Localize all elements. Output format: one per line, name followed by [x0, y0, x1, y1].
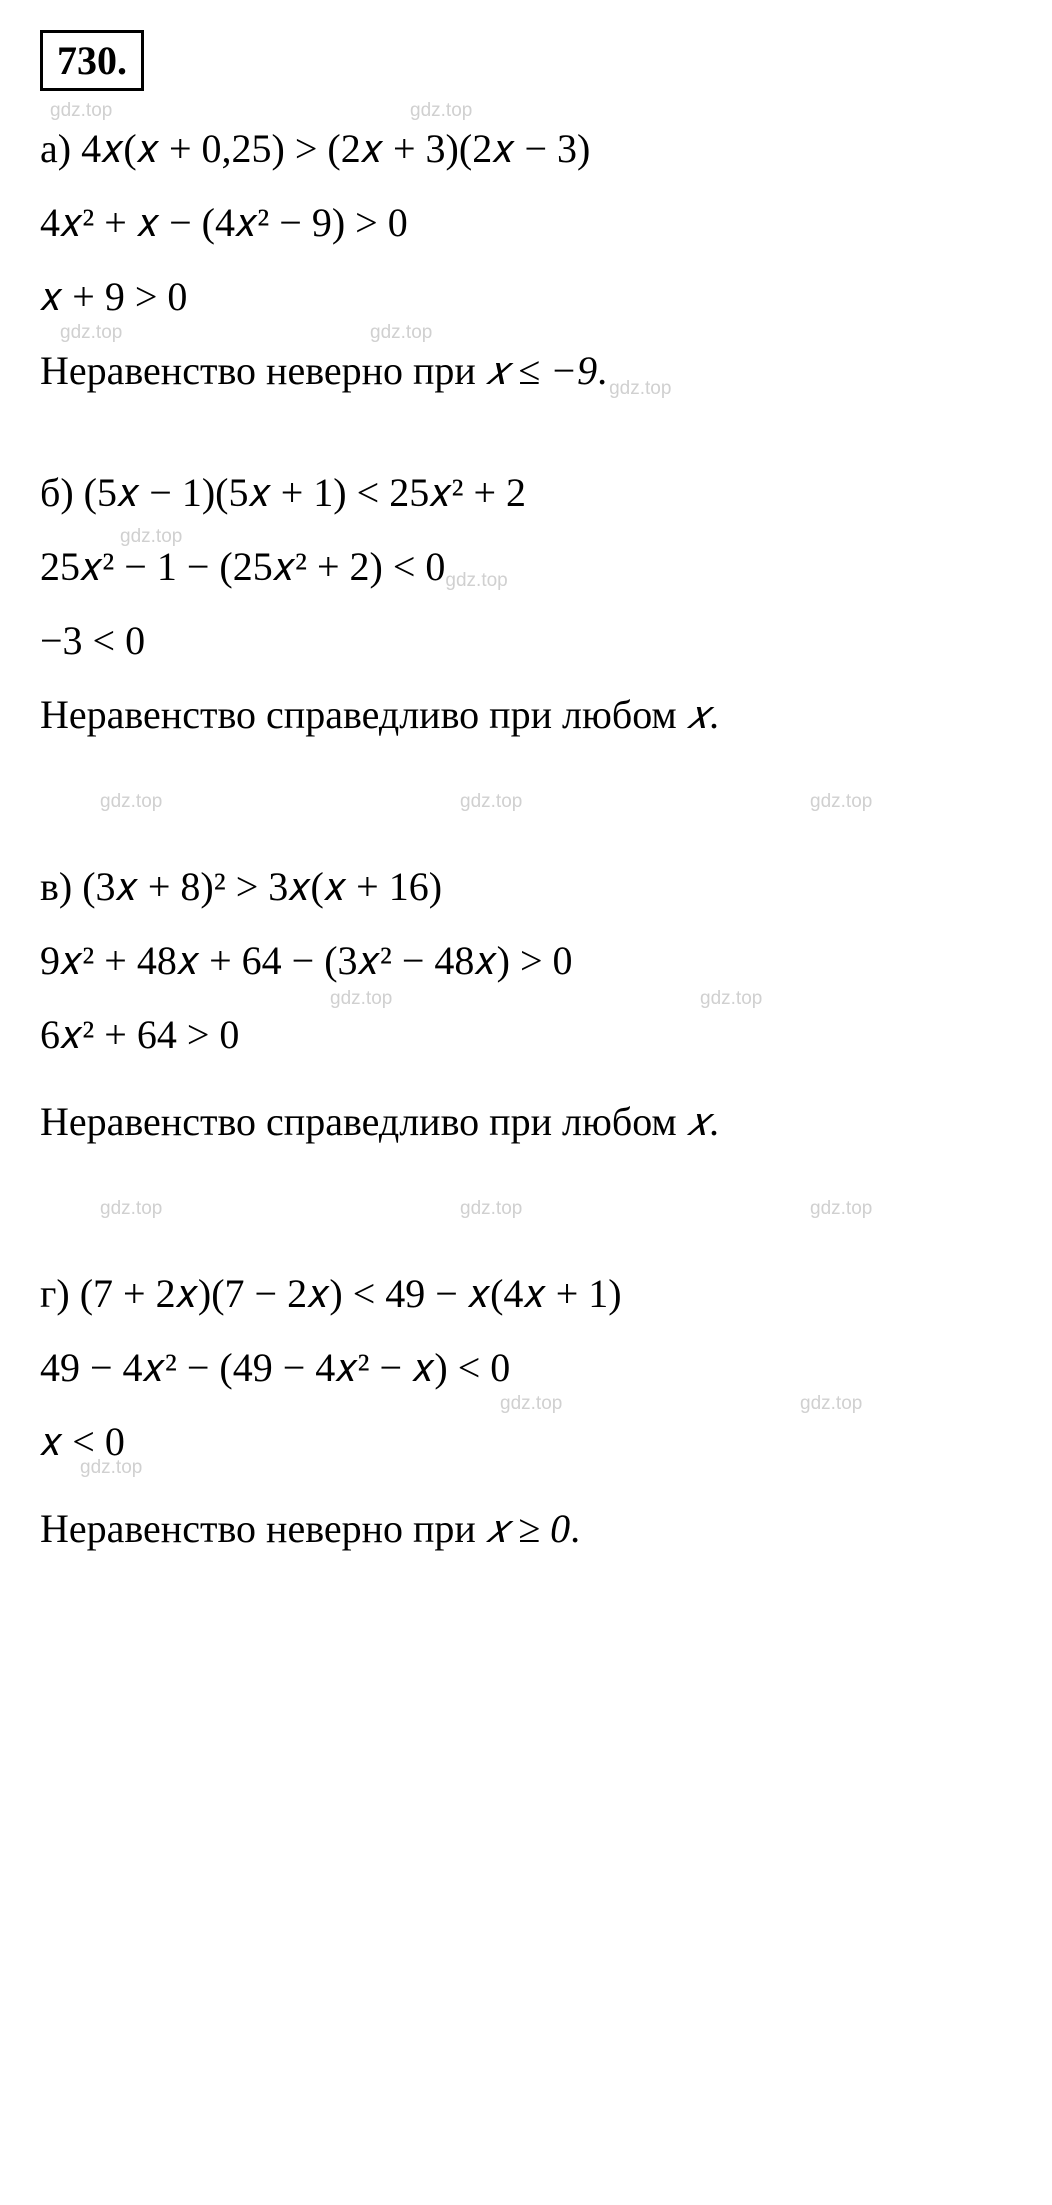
conclusion-math: 𝑥	[687, 1099, 709, 1144]
math-expression: 4𝑥(𝑥 + 0,25) > (2𝑥 + 3)(2𝑥 − 3)	[81, 126, 590, 171]
watermark-row: gdz.top gdz.top gdz.top	[40, 791, 1012, 821]
watermark: gdz.top	[700, 987, 762, 1012]
conclusion-suffix: .	[709, 1099, 719, 1144]
section-a: gdz.top gdz.top а) 4𝑥(𝑥 + 0,25) > (2𝑥 + …	[40, 123, 1012, 397]
section-d-label: г)	[40, 1271, 70, 1316]
watermark: gdz.top	[500, 1392, 562, 1417]
section-b-line3: −3 < 0	[40, 615, 1012, 667]
conclusion-text: Неравенство справедливо при любом	[40, 1099, 687, 1144]
conclusion-text: Неравенство справедливо при любом	[40, 692, 687, 737]
conclusion-suffix: .	[597, 348, 607, 393]
watermark: gdz.top	[810, 791, 872, 813]
section-b-line2: gdz.top 25𝑥² − 1 − (25𝑥² + 2) < 0gdz.top	[40, 541, 1012, 593]
math-expression: 6𝑥² + 64 > 0	[40, 1012, 239, 1057]
section-c-line3: 6𝑥² + 64 > 0 gdz.top gdz.top	[40, 1009, 1012, 1061]
watermark: gdz.top	[50, 99, 112, 124]
section-d-conclusion: Неравенство неверно при 𝑥 ≥ 0.	[40, 1503, 1012, 1555]
section-c-conclusion: Неравенство справедливо при любом 𝑥.	[40, 1096, 1012, 1148]
conclusion-math: 𝑥	[687, 692, 709, 737]
watermark: gdz.top	[810, 1198, 872, 1220]
section-a-conclusion: gdz.top gdz.top Неравенство неверно при …	[40, 345, 1012, 397]
watermark: gdz.top	[460, 791, 522, 813]
section-b-conclusion: Неравенство справедливо при любом 𝑥.	[40, 689, 1012, 741]
section-c-label: в)	[40, 864, 72, 909]
section-c-line1: в) (3𝑥 + 8)² > 3𝑥(𝑥 + 16)	[40, 861, 1012, 913]
watermark: gdz.top	[60, 321, 122, 346]
math-expression: (3𝑥 + 8)² > 3𝑥(𝑥 + 16)	[82, 864, 442, 909]
section-c: в) (3𝑥 + 8)² > 3𝑥(𝑥 + 16) 9𝑥² + 48𝑥 + 64…	[40, 861, 1012, 1148]
math-expression: 25𝑥² − 1 − (25𝑥² + 2) < 0	[40, 544, 445, 589]
section-d-line2: 49 − 4𝑥² − (49 − 4𝑥² − 𝑥) < 0	[40, 1342, 1012, 1394]
conclusion-math: 𝑥 ≤ −9	[486, 348, 597, 393]
section-d-line1: г) (7 + 2𝑥)(7 − 2𝑥) < 49 − 𝑥(4𝑥 + 1)	[40, 1268, 1012, 1320]
watermark: gdz.top	[609, 378, 671, 399]
problem-number: 730.	[40, 30, 144, 91]
section-b-label: б)	[40, 470, 74, 515]
watermark: gdz.top	[460, 1198, 522, 1220]
section-a-line1: gdz.top gdz.top а) 4𝑥(𝑥 + 0,25) > (2𝑥 + …	[40, 123, 1012, 175]
conclusion-text: Неравенство неверно при	[40, 1506, 486, 1551]
watermark: gdz.top	[330, 987, 392, 1012]
section-a-label: а)	[40, 126, 71, 171]
conclusion-text: Неравенство неверно при	[40, 348, 486, 393]
math-expression: (7 + 2𝑥)(7 − 2𝑥) < 49 − 𝑥(4𝑥 + 1)	[80, 1271, 622, 1316]
watermark: gdz.top	[370, 321, 432, 346]
watermark-row: gdz.top gdz.top gdz.top	[40, 1198, 1012, 1228]
section-b-line1: б) (5𝑥 − 1)(5𝑥 + 1) < 25𝑥² + 2	[40, 467, 1012, 519]
section-a-line2: 4𝑥² + 𝑥 − (4𝑥² − 9) > 0	[40, 197, 1012, 249]
watermark: gdz.top	[120, 525, 182, 550]
conclusion-math: 𝑥 ≥ 0	[486, 1506, 570, 1551]
section-a-line3: 𝑥 + 9 > 0	[40, 271, 1012, 323]
watermark: gdz.top	[100, 791, 162, 813]
watermark: gdz.top	[100, 1198, 162, 1220]
conclusion-suffix: .	[570, 1506, 580, 1551]
watermark: gdz.top	[410, 99, 472, 124]
section-c-line2: 9𝑥² + 48𝑥 + 64 − (3𝑥² − 48𝑥) > 0	[40, 935, 1012, 987]
math-expression: (5𝑥 − 1)(5𝑥 + 1) < 25𝑥² + 2	[84, 470, 526, 515]
section-d-line3: gdz.top gdz.top 𝑥 < 0 gdz.top	[40, 1416, 1012, 1468]
section-b: б) (5𝑥 − 1)(5𝑥 + 1) < 25𝑥² + 2 gdz.top 2…	[40, 467, 1012, 741]
watermark: gdz.top	[80, 1456, 142, 1481]
conclusion-suffix: .	[709, 692, 719, 737]
section-d: г) (7 + 2𝑥)(7 − 2𝑥) < 49 − 𝑥(4𝑥 + 1) 49 …	[40, 1268, 1012, 1555]
watermark: gdz.top	[800, 1392, 862, 1417]
watermark: gdz.top	[445, 570, 507, 591]
